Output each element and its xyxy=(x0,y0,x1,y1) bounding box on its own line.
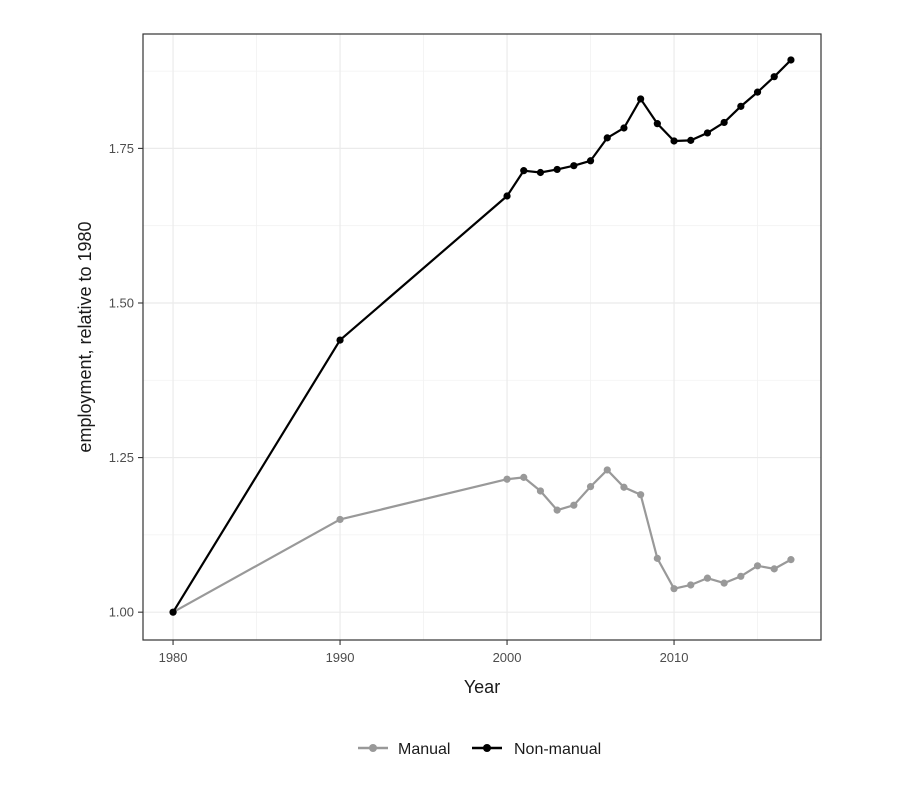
series-non-manual xyxy=(169,56,795,616)
data-point-non-manual xyxy=(570,162,578,170)
data-point-manual xyxy=(753,562,762,570)
data-point-manual xyxy=(520,473,528,481)
data-point-manual xyxy=(703,574,712,582)
legend-item-manual: Manual xyxy=(358,741,450,758)
data-point-manual xyxy=(787,556,795,564)
x-tick-label: 2000 xyxy=(493,650,522,665)
legend-item-non-manual: Non-manual xyxy=(472,741,601,758)
data-point-non-manual xyxy=(787,56,795,64)
data-point-non-manual xyxy=(503,192,511,200)
data-point-manual xyxy=(620,483,628,491)
data-point-manual xyxy=(536,487,545,495)
data-point-manual xyxy=(670,585,678,593)
data-point-non-manual xyxy=(753,88,762,96)
x-tick-label: 1990 xyxy=(326,650,355,665)
y-tick-label: 1.00 xyxy=(109,605,134,620)
legend: Manual Non-manual xyxy=(358,741,601,758)
y-axis-title: employment, relative to 1980 xyxy=(75,221,95,452)
data-point-non-manual xyxy=(703,129,712,137)
data-point-non-manual xyxy=(770,73,778,81)
data-point-manual xyxy=(503,475,511,483)
panel-border xyxy=(142,33,822,641)
x-tick-label: 1980 xyxy=(159,650,188,665)
data-point-manual xyxy=(637,491,645,499)
y-axis: 1.00 1.25 1.50 1.75 xyxy=(109,141,143,620)
y-tick-label: 1.25 xyxy=(109,450,134,465)
data-point-manual xyxy=(603,466,611,474)
x-axis-title: Year xyxy=(464,677,500,697)
data-point-non-manual xyxy=(553,165,561,174)
data-point-non-manual xyxy=(637,95,645,103)
data-point-non-manual xyxy=(620,124,628,132)
data-point-manual xyxy=(737,572,745,580)
data-point-manual xyxy=(720,579,728,587)
legend-label-non-manual: Non-manual xyxy=(514,741,601,758)
data-point-non-manual xyxy=(653,120,661,128)
series-layer xyxy=(169,56,795,616)
legend-key-non-manual-point xyxy=(483,744,491,752)
data-point-manual xyxy=(687,581,695,589)
data-point-non-manual xyxy=(670,137,678,145)
data-point-manual xyxy=(586,483,595,491)
data-point-non-manual xyxy=(586,157,595,165)
data-point-manual xyxy=(570,501,578,509)
data-point-non-manual xyxy=(169,608,177,616)
legend-label-manual: Manual xyxy=(398,741,450,758)
x-axis: 1980 1990 2000 2010 xyxy=(159,640,689,665)
data-point-manual xyxy=(336,515,344,524)
data-point-non-manual xyxy=(520,167,528,175)
minor-gridlines xyxy=(143,34,821,640)
data-point-non-manual xyxy=(687,136,695,144)
y-tick-label: 1.75 xyxy=(109,141,134,156)
data-point-non-manual xyxy=(737,102,745,110)
data-point-manual xyxy=(653,554,661,562)
x-tick-label: 2010 xyxy=(660,650,689,665)
data-point-non-manual xyxy=(536,168,545,177)
series-manual xyxy=(169,466,795,616)
y-tick-label: 1.50 xyxy=(109,295,134,310)
data-point-non-manual xyxy=(603,134,611,142)
data-point-non-manual xyxy=(720,118,728,127)
legend-key-manual-point xyxy=(369,744,377,752)
data-point-non-manual xyxy=(336,336,344,344)
data-point-manual xyxy=(553,506,561,514)
data-point-manual xyxy=(770,565,778,573)
